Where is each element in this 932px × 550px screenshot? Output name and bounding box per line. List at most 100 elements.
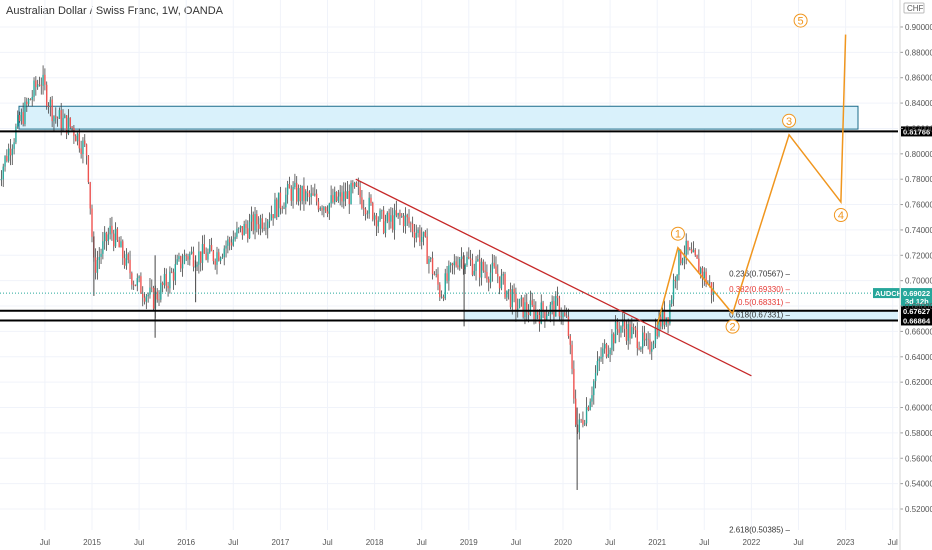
y-tick-label: 0.64000 [905, 353, 932, 362]
candle-body [230, 242, 233, 246]
candle-body [350, 182, 352, 205]
candle-body [545, 315, 548, 320]
candle-body [337, 196, 340, 201]
candle-body [257, 224, 260, 229]
x-tick-label: Jul [511, 538, 521, 547]
candle-body [638, 348, 640, 350]
candle-body [238, 228, 240, 230]
candle-body [174, 264, 177, 281]
candle-body [306, 191, 309, 194]
candle-body [84, 140, 86, 145]
candle-body [263, 227, 265, 229]
candle-body [542, 302, 544, 312]
candle-body [261, 218, 263, 229]
candle-body [243, 224, 245, 236]
time-axis[interactable]: Jul 2015 Jul 2016 Jul 2017 Jul 2018 Jul 2019 Jul 20… [40, 538, 898, 547]
candle-body [524, 302, 526, 318]
candle-body [455, 261, 457, 266]
currency-label: CHF [907, 4, 924, 13]
candles [0, 65, 715, 490]
wave-path [656, 34, 847, 326]
candle-body [324, 206, 327, 212]
trendline-line [355, 178, 752, 377]
candle-body [94, 257, 97, 273]
candle-body [203, 244, 206, 254]
candle-body [531, 300, 533, 305]
candle-body [558, 298, 561, 317]
wave-circle [833, 208, 848, 223]
candle-body [544, 311, 546, 320]
candle-body [31, 96, 33, 100]
candle-body [555, 295, 557, 317]
candle-body [511, 289, 513, 308]
candle-body [142, 293, 144, 298]
price-axis[interactable]: 0.52000 0.54000 0.56000 0.58000 0.60000 0.620… [899, 0, 932, 550]
candle-body [486, 272, 488, 280]
candle-body [132, 284, 135, 286]
candle-body [113, 233, 115, 247]
candle-body [410, 223, 412, 225]
candle-body [634, 327, 637, 331]
candle-body [49, 99, 52, 107]
candle-body [183, 255, 186, 264]
candle-body [636, 330, 638, 349]
candle-body [241, 226, 244, 236]
candle-body [654, 327, 657, 344]
candle-body [181, 263, 184, 269]
candle-body [587, 406, 590, 410]
candle-body [152, 288, 155, 309]
candle-body [268, 219, 271, 222]
candle-body [560, 316, 562, 318]
candle-body [435, 274, 437, 275]
candle-body [321, 207, 323, 211]
candle-body [69, 117, 71, 127]
candle-body [562, 312, 564, 318]
candle-body [169, 271, 171, 289]
candle-body [353, 182, 356, 187]
x-tick-label: Jul [322, 538, 332, 547]
x-tick-label: Jul [699, 538, 709, 547]
candle-body [498, 276, 501, 289]
candle-body [198, 251, 200, 265]
candle-body [299, 188, 302, 202]
candle-body [317, 201, 320, 210]
candle-body [372, 202, 374, 220]
y-tick-label: 0.78000 [905, 175, 932, 184]
demand-zone [464, 310, 898, 321]
candle-body [594, 372, 597, 382]
candle-body [692, 249, 695, 253]
candle-body [286, 183, 289, 195]
candle-body [201, 244, 204, 263]
y-tick-label: 0.90000 [905, 23, 932, 32]
candle-body [393, 210, 396, 230]
candle-body [107, 234, 110, 242]
level-price-tag [901, 126, 932, 137]
candle-body [125, 254, 128, 266]
candle-body [134, 284, 137, 286]
candle-body [484, 270, 486, 273]
candle-body [696, 255, 698, 259]
x-tick-label: Jul [888, 538, 898, 547]
elliott-waves: 1 2 3 4 5 [656, 13, 848, 334]
candle-body [176, 259, 178, 265]
candle-body [553, 301, 555, 317]
candle-body [631, 327, 633, 338]
candle-body [334, 191, 336, 203]
candle-body [419, 229, 421, 242]
current-price-tag [901, 288, 932, 307]
level-price-label: 0.81766 [903, 127, 930, 136]
candle-body [267, 221, 269, 229]
candle-body [38, 84, 41, 86]
symbol-tag [873, 288, 900, 299]
candle-body [364, 209, 367, 215]
candle-body [326, 211, 329, 214]
candle-body [67, 117, 70, 134]
candle-body [296, 182, 298, 202]
candle-body [381, 210, 383, 212]
candle-body [138, 276, 140, 279]
wave-circle [782, 113, 797, 128]
candle-body [105, 232, 108, 242]
candle-body [285, 194, 287, 208]
